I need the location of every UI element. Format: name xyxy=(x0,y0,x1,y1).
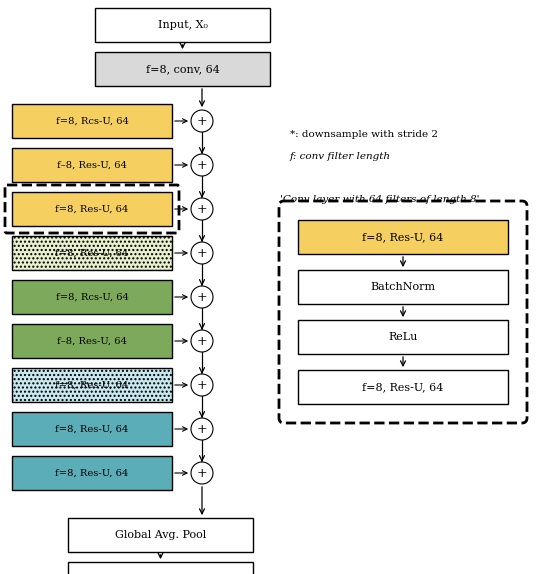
FancyBboxPatch shape xyxy=(68,562,253,574)
FancyBboxPatch shape xyxy=(12,148,172,182)
Text: f=8, Res-U, 64: f=8, Res-U, 64 xyxy=(55,468,129,478)
FancyBboxPatch shape xyxy=(298,220,508,254)
Text: f=8, Res-U, 64: f=8, Res-U, 64 xyxy=(55,425,129,433)
FancyBboxPatch shape xyxy=(12,456,172,490)
Text: f=8, Rcs-U, 64: f=8, Rcs-U, 64 xyxy=(55,293,128,301)
Text: +: + xyxy=(197,379,207,392)
Circle shape xyxy=(191,374,213,396)
Circle shape xyxy=(191,286,213,308)
FancyBboxPatch shape xyxy=(95,52,270,86)
Text: f=8, Res-U, 64: f=8, Res-U, 64 xyxy=(55,204,129,214)
Text: +: + xyxy=(197,203,207,216)
Text: +: + xyxy=(197,467,207,480)
FancyBboxPatch shape xyxy=(12,324,172,358)
Text: Global Avg. Pool: Global Avg. Pool xyxy=(115,530,206,540)
Text: +: + xyxy=(197,335,207,348)
FancyBboxPatch shape xyxy=(12,104,172,138)
FancyBboxPatch shape xyxy=(68,518,253,552)
Text: +: + xyxy=(197,423,207,436)
Circle shape xyxy=(191,110,213,132)
Text: 'Conv layer with 64 filters of length 8': 'Conv layer with 64 filters of length 8' xyxy=(280,195,479,204)
FancyBboxPatch shape xyxy=(12,280,172,314)
FancyBboxPatch shape xyxy=(298,270,508,304)
FancyBboxPatch shape xyxy=(298,320,508,354)
Text: +: + xyxy=(197,115,207,128)
Text: Input, X₀: Input, X₀ xyxy=(158,20,207,30)
Text: f=8, Res-U, 64: f=8, Res-U, 64 xyxy=(362,382,444,392)
FancyBboxPatch shape xyxy=(12,192,172,226)
FancyBboxPatch shape xyxy=(12,236,172,270)
Circle shape xyxy=(191,198,213,220)
Circle shape xyxy=(191,462,213,484)
Text: f=8, Res-U, 64: f=8, Res-U, 64 xyxy=(55,381,129,390)
FancyBboxPatch shape xyxy=(12,368,172,402)
Text: +: + xyxy=(197,159,207,172)
Circle shape xyxy=(191,418,213,440)
Text: BatchNorm: BatchNorm xyxy=(370,282,436,292)
Text: ReLu: ReLu xyxy=(388,332,418,342)
Text: f–8, Res-U, 64: f–8, Res-U, 64 xyxy=(57,336,127,346)
Text: f=8, conv, 64: f=8, conv, 64 xyxy=(146,64,219,74)
Text: f: conv filter length: f: conv filter length xyxy=(290,152,391,161)
Text: +: + xyxy=(197,291,207,304)
Text: *: downsample with stride 2: *: downsample with stride 2 xyxy=(290,130,438,139)
FancyBboxPatch shape xyxy=(95,8,270,42)
FancyBboxPatch shape xyxy=(298,370,508,404)
Text: f–8, Res-U, 64: f–8, Res-U, 64 xyxy=(57,161,127,169)
Text: f=8, Res-U, 64: f=8, Res-U, 64 xyxy=(362,232,444,242)
Text: +: + xyxy=(197,247,207,260)
Circle shape xyxy=(191,330,213,352)
Circle shape xyxy=(191,154,213,176)
FancyBboxPatch shape xyxy=(12,412,172,446)
Text: f=8, Res-U, 64: f=8, Res-U, 64 xyxy=(55,249,129,258)
Circle shape xyxy=(191,242,213,264)
Text: f=8, Rcs-U, 64: f=8, Rcs-U, 64 xyxy=(55,117,128,126)
